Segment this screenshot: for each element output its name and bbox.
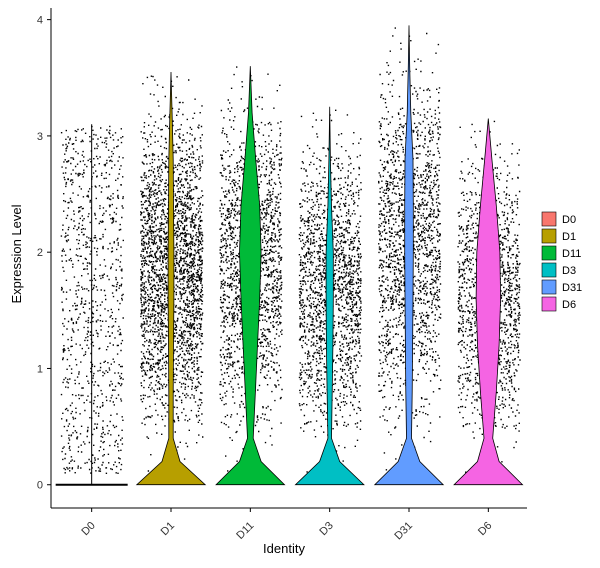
x-axis-title: Identity	[263, 541, 305, 556]
violin-D3	[294, 106, 365, 486]
y-tick-label: 2	[37, 247, 43, 259]
legend-swatch-D0	[541, 211, 557, 227]
legend-label-D0: D0	[562, 214, 576, 226]
y-tick-label: 1	[37, 363, 43, 375]
x-tick-label: D6	[476, 520, 494, 538]
violins	[55, 25, 524, 486]
jitter-dots-D0	[60, 125, 124, 474]
x-tick-label: D31	[392, 520, 415, 543]
legend: D0 D1 D11 D3 D31 D6	[541, 211, 582, 312]
violin-D6	[453, 118, 524, 486]
points-D11	[219, 66, 283, 472]
axes	[50, 8, 527, 509]
legend-label-D1: D1	[562, 231, 576, 243]
legend-label-D6: D6	[562, 299, 576, 311]
x-tick-label: D11	[234, 520, 256, 542]
legend-swatch-D3	[541, 262, 557, 278]
legend-label-D11: D11	[562, 248, 581, 260]
jitter-dots-D31	[378, 27, 442, 471]
legend-label-D31: D31	[562, 282, 582, 294]
y-ticks: 0 1 2 3 4	[37, 15, 51, 492]
violin-D1	[135, 71, 207, 486]
legend-label-D3: D3	[562, 265, 576, 277]
y-tick-label: 4	[37, 15, 43, 27]
x-tick-label: D1	[159, 520, 177, 538]
y-axis-title: Expression Level	[9, 204, 24, 303]
violin-D31	[373, 25, 445, 486]
legend-swatch-D31	[541, 279, 557, 295]
points-D0	[60, 125, 124, 474]
points-D31	[378, 27, 442, 471]
x-tick-label: D0	[79, 520, 97, 538]
x-tick-label: D3	[317, 520, 335, 538]
violin-D11	[215, 66, 286, 486]
y-tick-label: 0	[37, 480, 43, 492]
y-tick-label: 3	[37, 131, 43, 143]
legend-swatch-D1	[541, 228, 557, 244]
x-ticks: D0 D1 D11 D3 D31 D6	[79, 508, 494, 542]
legend-swatch-D11	[541, 245, 557, 261]
jitter-dots-D11	[219, 66, 283, 472]
legend-swatch-D6	[541, 296, 557, 312]
jitter-points	[60, 27, 521, 475]
